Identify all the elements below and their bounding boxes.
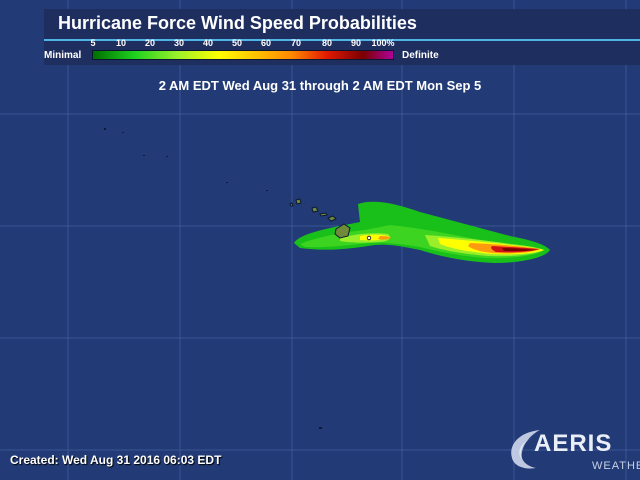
legend-min-label: Minimal — [44, 50, 82, 61]
created-timestamp: Created: Wed Aug 31 2016 06:03 EDT — [10, 453, 222, 467]
island-niihau — [289, 202, 294, 207]
probability-swath — [294, 201, 550, 263]
legend-tick: 30 — [173, 38, 185, 48]
legend-tick: 100% — [371, 38, 395, 48]
island-molokai — [319, 212, 328, 217]
logo-subtitle: WEATHER — [592, 460, 640, 472]
location-marker — [366, 235, 372, 241]
island-big-island — [334, 223, 351, 239]
legend-tick: 5 — [90, 38, 96, 48]
legend-tick: 50 — [231, 38, 243, 48]
legend-ticks: 5 10 20 30 40 50 60 70 80 90 100% — [90, 38, 395, 50]
logo-wordmark: AERIS — [534, 430, 613, 457]
legend-tick: 60 — [260, 38, 272, 48]
page-title: Hurricane Force Wind Speed Probabilities — [58, 13, 417, 33]
legend-tick: 10 — [115, 38, 127, 48]
swath-peak — [502, 248, 536, 251]
island-kauai — [295, 198, 302, 205]
legend-tick: 90 — [350, 38, 362, 48]
legend-tick: 40 — [202, 38, 214, 48]
hawaiian-islands — [289, 198, 351, 239]
forecast-period: 2 AM EDT Wed Aug 31 through 2 AM EDT Mon… — [158, 78, 482, 93]
aeris-logo: AERIS WEATHER — [500, 424, 640, 478]
island-oahu — [311, 206, 319, 213]
legend-tick: 20 — [144, 38, 156, 48]
legend-color-bar — [92, 50, 394, 60]
island-maui — [327, 215, 337, 222]
small-islets — [104, 128, 322, 429]
logo-swoosh-icon — [511, 430, 540, 469]
header-divider — [44, 39, 640, 41]
legend-tick: 80 — [321, 38, 333, 48]
legend-tick: 70 — [290, 38, 302, 48]
legend-max-label: Definite — [402, 50, 439, 61]
